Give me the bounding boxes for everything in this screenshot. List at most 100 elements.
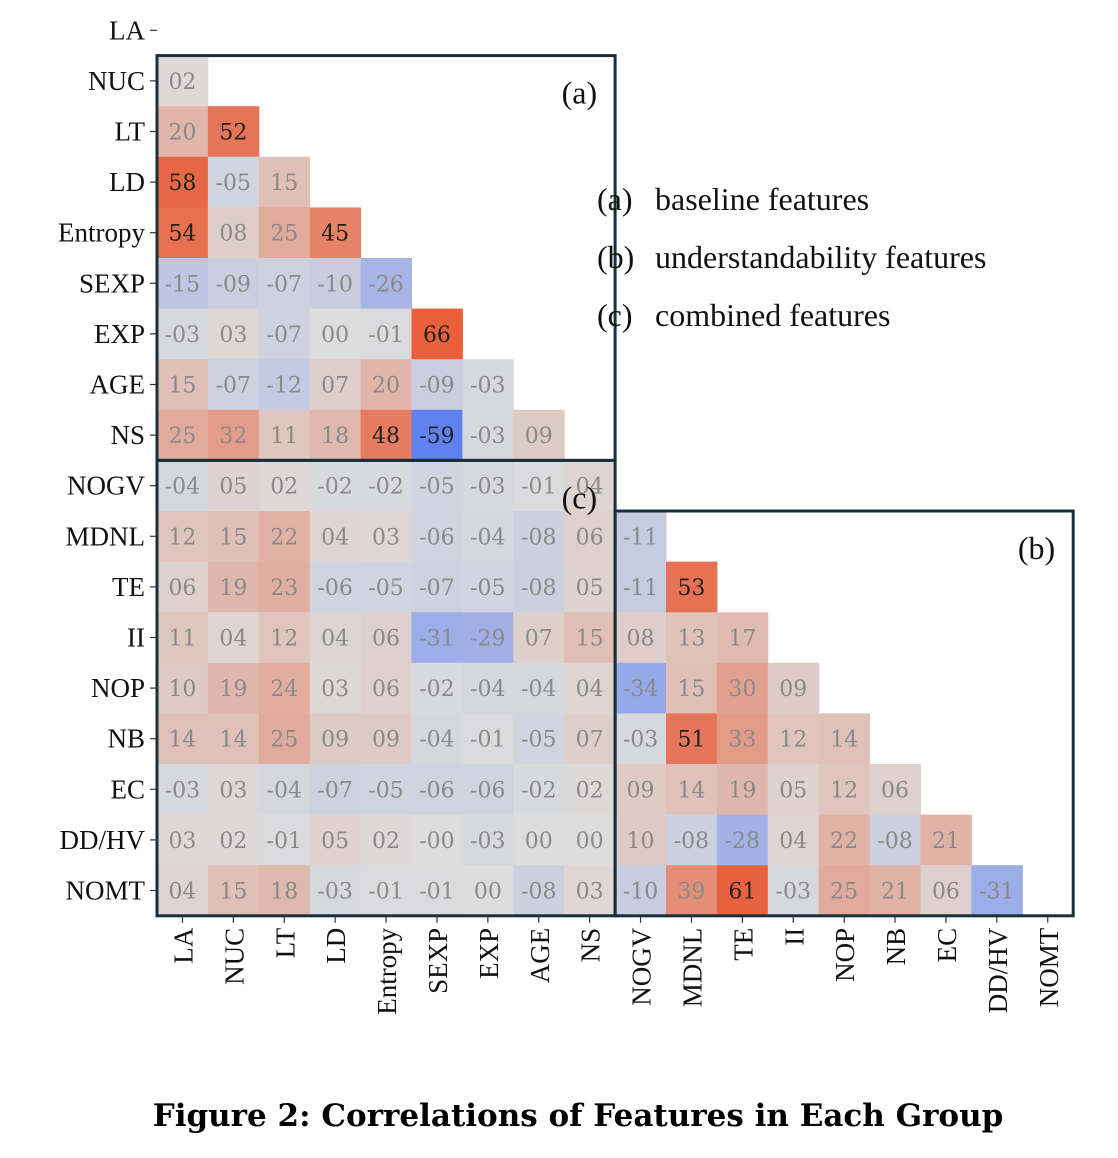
heatmap-cell <box>157 612 209 664</box>
cell-value-label: -15 <box>165 272 200 297</box>
heatmap-cell <box>564 764 616 816</box>
y-tick-label: NUC <box>88 66 145 96</box>
cell-value-label: -26 <box>368 272 403 297</box>
cell-value-label: 00 <box>525 829 553 854</box>
cell-value-label: -10 <box>623 880 658 905</box>
cell-value-label: -03 <box>623 728 658 753</box>
cell-value-label: 25 <box>270 728 298 753</box>
x-tick-label: NOP <box>830 928 860 982</box>
heatmap-cell <box>411 865 463 917</box>
heatmap-cell <box>360 258 412 310</box>
heatmap-cell <box>716 764 769 816</box>
cell-value-label: 22 <box>830 829 858 854</box>
heatmap-cell <box>207 409 260 461</box>
heatmap-cell <box>157 55 209 107</box>
heatmap-cell <box>767 713 820 765</box>
cell-value-label: 04 <box>219 627 247 652</box>
heatmap-cell <box>920 814 972 866</box>
heatmap-cell <box>818 814 871 866</box>
heatmap-cell <box>360 511 412 563</box>
cell-value-label: -03 <box>470 829 505 854</box>
heatmap-cell <box>513 460 565 512</box>
cell-value-label: 07 <box>321 374 349 399</box>
x-tick-labels: LA NUC LT LD Entropy SEXP EXP AGE NS NOGV MDNL TE II… <box>168 915 1064 1015</box>
heatmap-cell <box>615 662 667 714</box>
heatmap-cell <box>666 561 718 613</box>
cell-value-label: -01 <box>368 323 403 348</box>
cell-value-label: 06 <box>881 778 909 803</box>
cell-value-label: -11 <box>623 576 658 601</box>
heatmap-cell <box>309 865 362 917</box>
heatmap-cell <box>207 713 260 765</box>
heatmap-cell <box>258 258 311 310</box>
y-tick-label: Entropy <box>58 218 145 248</box>
heatmap-cell <box>564 612 616 664</box>
group-label-b: (b) <box>1018 530 1055 566</box>
heatmap-cell <box>767 865 820 917</box>
cell-value-label: 03 <box>219 778 247 803</box>
heatmap-cell <box>615 612 667 664</box>
cell-value-label: 09 <box>321 728 349 753</box>
heatmap-cell <box>411 460 463 512</box>
heatmap-cell <box>615 764 667 816</box>
heatmap-cell <box>207 106 260 158</box>
legend-key: (b) <box>597 239 634 275</box>
x-tick-label: NB <box>881 928 911 966</box>
cell-value-label: -08 <box>521 576 556 601</box>
cell-value-label: 02 <box>168 70 196 95</box>
group-frames: (a) (b) (c) <box>155 54 1075 918</box>
heatmap-cell <box>157 359 209 411</box>
cell-value-label: 07 <box>525 627 553 652</box>
cell-value-label: 11 <box>168 627 196 652</box>
heatmap-cell <box>157 308 209 360</box>
cell-value-label: 15 <box>270 171 298 196</box>
heatmap-cell <box>818 764 871 816</box>
heatmap-cell <box>157 409 209 461</box>
y-tick-label: AGE <box>90 370 146 400</box>
cell-value-label: 52 <box>219 121 247 146</box>
group-label-a: (a) <box>562 75 598 111</box>
y-tick-label: MDNL <box>66 521 146 551</box>
cell-value-label: 09 <box>372 728 400 753</box>
cell-value-label: 14 <box>830 728 858 753</box>
cell-value-label: -07 <box>267 323 302 348</box>
cell-value-label: 51 <box>677 728 705 753</box>
cell-value-label: -08 <box>877 829 912 854</box>
heatmap-cell <box>207 814 260 866</box>
y-tick-label: SEXP <box>79 268 145 298</box>
heatmap-cell <box>462 612 514 664</box>
cell-value-label: 04 <box>779 829 807 854</box>
heatmap-cell <box>513 814 565 866</box>
heatmap-cell <box>258 713 311 765</box>
cell-value-label: -09 <box>419 374 454 399</box>
x-tick-label: NUC <box>219 928 249 985</box>
cell-value-label: -01 <box>368 880 403 905</box>
heatmap-cell <box>615 561 667 613</box>
heatmap-cell <box>309 359 362 411</box>
heatmap-cell <box>207 865 260 917</box>
cell-value-label: 03 <box>168 829 196 854</box>
heatmap-cell <box>309 561 362 613</box>
heatmap-cell <box>869 865 921 917</box>
heatmap-cell <box>207 612 260 664</box>
heatmap-cell <box>716 612 769 664</box>
y-tick-label: DD/HV <box>60 825 146 855</box>
heatmap-cell <box>564 865 616 917</box>
cell-value-label: 06 <box>372 677 400 702</box>
legend-key: (c) <box>597 297 633 333</box>
cell-value-label: 09 <box>525 424 553 449</box>
cell-value-label: 10 <box>627 829 655 854</box>
cell-value-label: 32 <box>219 424 247 449</box>
heatmap-cell <box>360 764 412 816</box>
cell-value-label: 48 <box>372 424 400 449</box>
heatmap-cell <box>157 662 209 714</box>
cell-value-label: 00 <box>321 323 349 348</box>
heatmap-cell <box>360 409 412 461</box>
x-tick-label: MDNL <box>677 928 707 1008</box>
cell-value-label: 15 <box>219 880 247 905</box>
cell-value-label: 12 <box>270 627 298 652</box>
heatmap-cell <box>564 511 616 563</box>
heatmap-cell <box>207 561 260 613</box>
cell-value-label: -06 <box>470 778 505 803</box>
heatmap-cell <box>513 511 565 563</box>
